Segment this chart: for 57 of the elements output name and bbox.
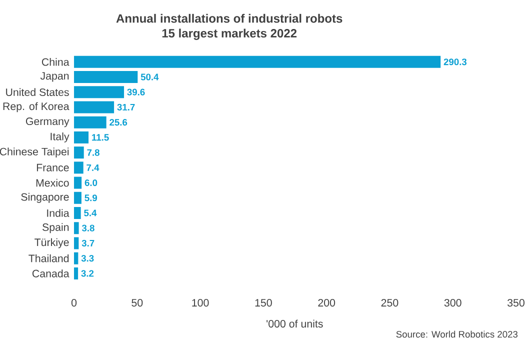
x-tick-label: 50 <box>132 299 143 307</box>
x-tick-label: 300 <box>444 299 462 307</box>
y-tick-label: Japan <box>40 72 69 82</box>
bar <box>74 101 114 114</box>
bar <box>74 252 78 264</box>
data-label: 7.8 <box>87 149 100 156</box>
bar <box>74 116 106 128</box>
x-tick-label: 350 <box>507 299 524 307</box>
bar <box>74 237 79 250</box>
bar <box>74 192 82 204</box>
bar <box>74 222 79 234</box>
y-tick-label: Chinese Taipei <box>0 148 69 158</box>
data-label: 3.2 <box>81 270 94 277</box>
data-label: 3.3 <box>81 255 94 262</box>
data-label: 25.6 <box>110 119 128 126</box>
x-tick-label: 0 <box>71 299 77 307</box>
y-tick-label: China <box>42 58 70 66</box>
data-label: 5.4 <box>84 210 97 216</box>
x-tick-label: 200 <box>318 299 336 307</box>
y-tick-label: Thailand <box>28 254 69 262</box>
data-label: 290.3 <box>444 58 467 66</box>
data-label: 3.8 <box>82 224 94 232</box>
data-label: 50.4 <box>140 74 159 80</box>
bar <box>74 146 84 159</box>
x-axis-title: '000 of units <box>266 320 323 328</box>
y-tick-label: Türkiye <box>34 238 69 248</box>
data-label: 5.9 <box>84 194 98 202</box>
x-tick-label: 100 <box>192 299 209 307</box>
data-label: 11.5 <box>92 134 109 141</box>
y-tick-label: United States <box>6 88 69 96</box>
x-tick-label: 150 <box>255 299 272 307</box>
y-tick-label: India <box>47 209 70 217</box>
data-label: 6.0 <box>84 179 98 186</box>
y-tick-label: Rep. of Korea <box>3 102 70 112</box>
bar <box>74 56 441 68</box>
y-tick-label: Spain <box>42 223 69 234</box>
bar <box>74 86 124 98</box>
data-label: 3.7 <box>82 240 94 247</box>
bar <box>74 176 82 189</box>
x-tick-label: 250 <box>381 299 398 307</box>
bar <box>74 131 89 144</box>
data-label: 7.4 <box>86 164 100 171</box>
y-tick-label: Italy <box>50 132 70 142</box>
chart-title: Annual installations of industrial robots <box>116 14 342 23</box>
source-note: Source: World Robotics 2023 <box>396 330 518 338</box>
y-tick-label: Germany <box>26 118 70 128</box>
data-label: 31.7 <box>117 104 135 111</box>
y-tick-label: Mexico <box>36 178 69 187</box>
chart-subtitle: 15 largest markets 2022 <box>162 28 297 40</box>
y-tick-label: France <box>36 164 69 172</box>
y-tick-label: Singapore <box>21 192 69 203</box>
y-tick-label: Canada <box>32 270 70 278</box>
data-label: 39.6 <box>127 88 145 96</box>
bar <box>74 70 138 83</box>
bar <box>74 267 78 280</box>
bar <box>74 162 84 174</box>
bar <box>74 206 81 219</box>
